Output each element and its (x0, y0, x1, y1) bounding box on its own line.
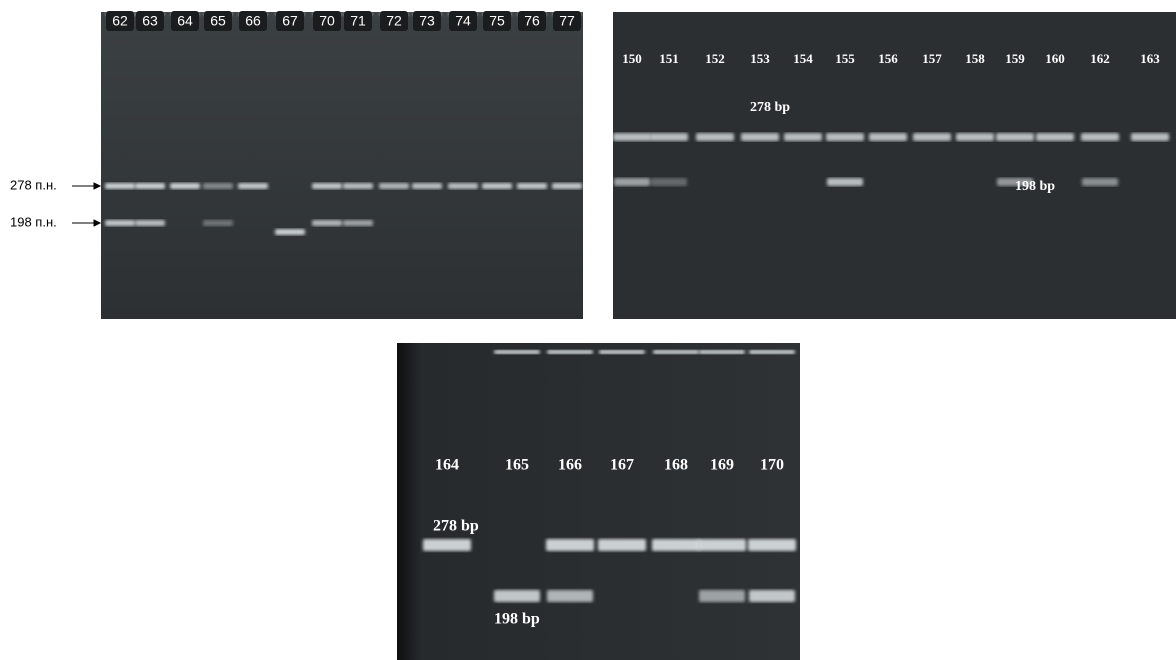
page: 278 п.н. 198 п.н. 278 bp 198 bp 62 63 64 65… (0, 0, 1176, 660)
gel-panel-3 (397, 343, 800, 660)
band (650, 133, 688, 141)
band (423, 539, 471, 551)
band (913, 133, 951, 141)
lane-label: 64 (177, 13, 193, 29)
lane-label: 70 (319, 13, 335, 29)
band (135, 220, 165, 226)
band (379, 183, 409, 189)
lane-label: 67 (282, 13, 298, 29)
band (696, 133, 734, 141)
band (614, 178, 650, 186)
lane-label: 66 (245, 13, 261, 29)
band (653, 350, 699, 354)
lane-label: 73 (419, 13, 435, 29)
band (651, 178, 687, 186)
lane-label: 160 (1045, 51, 1065, 66)
lane-label: 72 (386, 13, 402, 29)
band (494, 590, 540, 602)
lane-label: 153 (750, 51, 770, 66)
band (749, 590, 795, 602)
lane-label: 156 (878, 51, 898, 66)
marker-label: 198 bp (494, 611, 540, 628)
lane-label: 165 (505, 457, 529, 474)
band (699, 350, 745, 354)
lane-label: 75 (489, 13, 505, 29)
lane-label: 166 (558, 457, 582, 474)
lane-label: 168 (664, 457, 688, 474)
band (699, 590, 745, 602)
band (613, 133, 651, 141)
band (1131, 133, 1169, 141)
lane-label: 157 (922, 51, 942, 66)
band (546, 539, 594, 551)
lane-label: 152 (705, 51, 725, 66)
lane-label: 163 (1140, 51, 1160, 66)
lane-label: 150 (622, 51, 642, 66)
band (827, 178, 863, 186)
band (482, 183, 512, 189)
lane-label: 74 (455, 13, 471, 29)
marker-label: 198 bp (1015, 179, 1055, 194)
lane-label: 76 (524, 13, 540, 29)
lane-label: 77 (559, 13, 575, 29)
lane-label: 63 (142, 13, 158, 29)
band (1036, 133, 1074, 141)
band (784, 133, 822, 141)
lane-label: 71 (350, 13, 366, 29)
band (135, 183, 165, 189)
band (652, 539, 700, 551)
gel-panel-1 (101, 12, 583, 319)
band (412, 183, 442, 189)
lane-label: 62 (112, 13, 128, 29)
band (170, 183, 200, 189)
band (312, 183, 342, 189)
marker-label: 278 bp (433, 518, 479, 535)
band (343, 183, 373, 189)
band (956, 133, 994, 141)
band (599, 350, 645, 354)
band (275, 229, 305, 235)
marker-arrows (72, 183, 100, 226)
band (448, 183, 478, 189)
marker-label: 198 п.н. (10, 214, 57, 229)
lane-label: 151 (659, 51, 679, 66)
band (517, 183, 547, 189)
marker-label: 278 bp (750, 100, 790, 115)
band (1082, 178, 1118, 186)
marker-label: 278 п.н. (10, 177, 57, 192)
band (547, 350, 593, 354)
band (203, 220, 233, 226)
band (312, 220, 342, 226)
figure: 278 п.н. 198 п.н. 278 bp 198 bp 62 63 64 65… (0, 0, 1176, 660)
lane-label: 162 (1090, 51, 1110, 66)
band (869, 133, 907, 141)
band (996, 133, 1034, 141)
band (748, 539, 796, 551)
lane-label: 65 (210, 13, 226, 29)
band (105, 183, 135, 189)
band (749, 350, 795, 354)
band (343, 220, 373, 226)
band (826, 133, 864, 141)
band (1081, 133, 1119, 141)
lane-label: 158 (965, 51, 985, 66)
band (552, 183, 582, 189)
lane-label: 164 (435, 457, 459, 474)
lane-label: 159 (1005, 51, 1025, 66)
lane-label: 167 (610, 457, 634, 474)
lane-label: 170 (760, 457, 784, 474)
lane-label: 155 (835, 51, 855, 66)
band (494, 350, 540, 354)
band (547, 590, 593, 602)
lane-label: 154 (793, 51, 813, 66)
band (698, 539, 746, 551)
band (741, 133, 779, 141)
band (238, 183, 268, 189)
band (203, 183, 233, 189)
band (105, 220, 135, 226)
lane-label: 169 (710, 457, 734, 474)
band (598, 539, 646, 551)
